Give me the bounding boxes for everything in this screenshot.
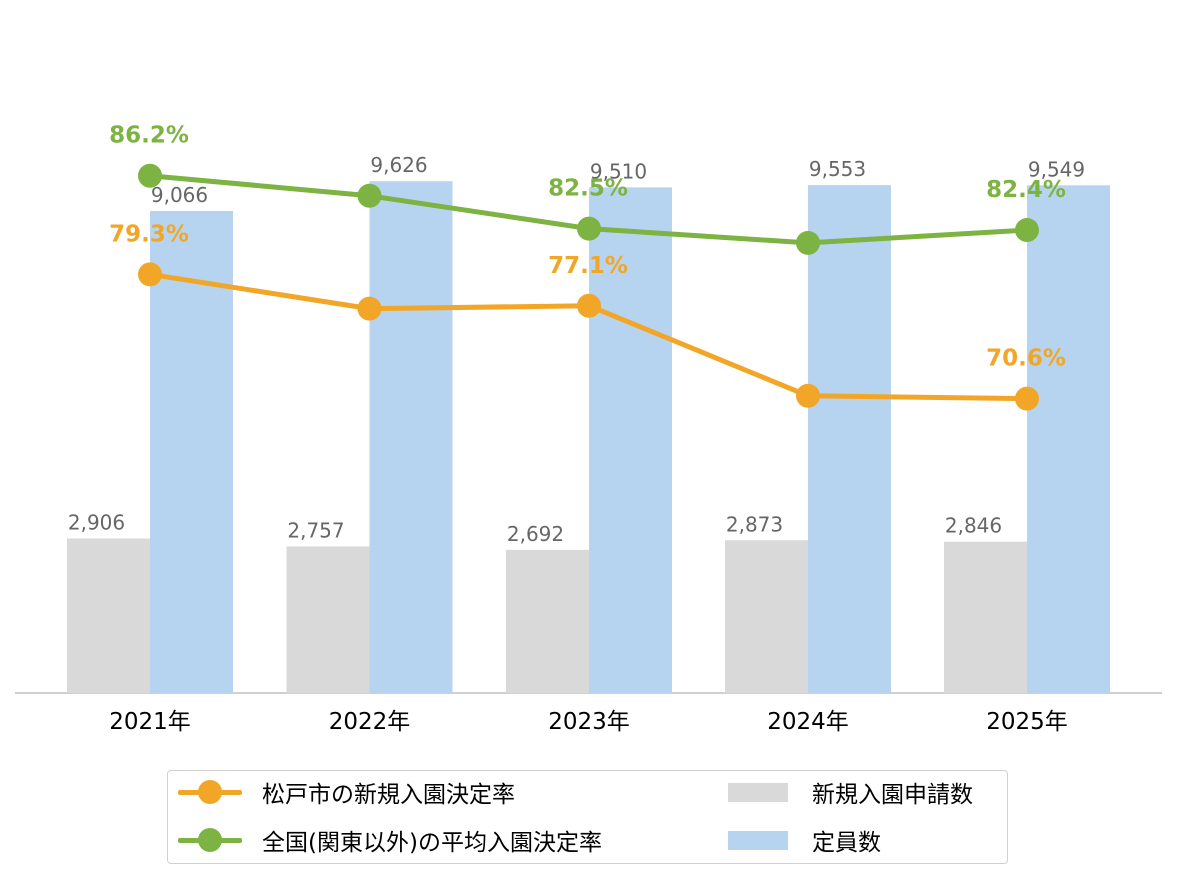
point-matsudo-5 xyxy=(1015,386,1039,411)
bar-applications-4 xyxy=(725,540,808,693)
point-national-2 xyxy=(357,183,382,208)
data-label-national-1: 86.2% xyxy=(109,123,189,149)
point-matsudo-3 xyxy=(577,293,601,318)
bar-capacity-1 xyxy=(150,210,233,693)
point-national-5 xyxy=(1015,218,1039,243)
legend-item-applications: 新規入園申請数 xyxy=(728,777,973,808)
data-label-matsudo-1: 79.3% xyxy=(109,221,189,247)
bar-label-capacity-1: 9,066 xyxy=(151,183,208,207)
legend-item-capacity: 定員数 xyxy=(728,825,881,856)
data-label-national-5: 82.4% xyxy=(986,177,1066,203)
bar-label-capacity-5: 9,549 xyxy=(1028,157,1085,181)
point-matsudo-4 xyxy=(796,383,820,408)
bar-capacity-4 xyxy=(808,185,891,694)
chart-legend: 松戸市の新規入園決定率 全国(関東以外)の平均入園決定率 新規入園申請数 定員数 xyxy=(167,770,1008,864)
bar-label-applications-4: 2,873 xyxy=(726,512,783,536)
bar-applications-5 xyxy=(944,541,1027,693)
x-tick-label-2: 2022年 xyxy=(329,709,411,735)
legend-swatch-blue-bar xyxy=(728,830,788,850)
legend-label-national-rate: 全国(関東以外)の平均入園決定率 xyxy=(262,830,602,856)
bar-label-applications-3: 2,692 xyxy=(507,522,564,546)
legend-swatch-orange-line xyxy=(178,777,242,807)
point-national-1 xyxy=(138,163,162,188)
line-matsudo-rate xyxy=(147,271,1030,402)
bar-applications-2 xyxy=(286,546,370,693)
data-label-matsudo-5: 70.6% xyxy=(986,346,1066,372)
point-matsudo-2 xyxy=(357,296,382,321)
point-national-4 xyxy=(796,230,820,255)
data-label-national-3: 82.5% xyxy=(548,176,628,202)
legend-item-national-rate: 全国(関東以外)の平均入園決定率 xyxy=(178,825,602,856)
legend-label-capacity: 定員数 xyxy=(812,830,881,856)
bar-capacity-3 xyxy=(589,187,672,693)
data-label-matsudo-3: 77.1% xyxy=(548,253,628,279)
bar-label-applications-2: 2,757 xyxy=(287,518,344,542)
point-matsudo-1 xyxy=(138,262,162,287)
legend-swatch-green-line xyxy=(178,825,242,855)
bar-label-capacity-2: 9,626 xyxy=(370,153,427,177)
x-tick-label-3: 2023年 xyxy=(548,709,630,735)
bar-label-capacity-3: 9,510 xyxy=(590,159,647,183)
bar-label-applications-5: 2,846 xyxy=(945,514,1002,538)
legend-swatch-gray-bar xyxy=(728,782,788,802)
legend-label-applications: 新規入園申請数 xyxy=(812,782,973,808)
bar-capacity-5 xyxy=(1027,185,1110,693)
x-tick-label-1: 2021年 xyxy=(109,709,191,735)
bar-applications-1 xyxy=(67,538,150,693)
x-tick-label-4: 2024年 xyxy=(767,709,849,735)
bar-applications-3 xyxy=(506,549,589,693)
bar-label-applications-1: 2,906 xyxy=(68,510,125,534)
legend-label-matsudo-rate: 松戸市の新規入園決定率 xyxy=(262,782,515,808)
point-national-3 xyxy=(577,216,601,241)
bar-label-capacity-4: 9,553 xyxy=(809,157,866,181)
x-tick-label-5: 2025年 xyxy=(986,709,1068,735)
legend-item-matsudo-rate: 松戸市の新規入園決定率 xyxy=(178,777,515,808)
bar-capacity-2 xyxy=(369,181,453,694)
